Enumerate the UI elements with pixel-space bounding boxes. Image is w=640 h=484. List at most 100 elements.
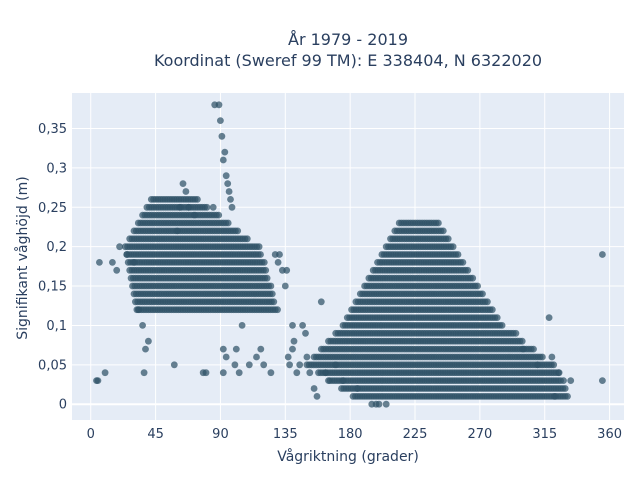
data-point [459, 259, 467, 266]
data-point [375, 400, 383, 408]
data-point [94, 377, 102, 384]
x-tick-label: 135 [273, 427, 298, 442]
data-point [217, 117, 224, 124]
data-point [234, 227, 242, 235]
data-point [539, 353, 546, 361]
data-point [228, 203, 236, 211]
data-point [518, 337, 526, 345]
data-point [130, 259, 138, 266]
data-point [179, 180, 187, 188]
y-tick-label: 0 [59, 398, 67, 413]
data-point [561, 385, 569, 392]
x-tick-label: 180 [338, 427, 363, 442]
data-point [484, 298, 491, 306]
data-point [479, 290, 486, 298]
data-point [498, 322, 506, 329]
data-point [306, 369, 314, 377]
data-point [222, 172, 230, 180]
data-point [222, 353, 230, 361]
data-point [444, 235, 452, 243]
data-point [550, 361, 558, 369]
data-point [599, 377, 606, 384]
data-point [257, 345, 265, 353]
data-point [551, 393, 559, 400]
data-point [245, 361, 253, 369]
data-point [454, 251, 462, 258]
data-point [317, 298, 325, 306]
data-point [173, 227, 181, 235]
data-point [530, 345, 537, 353]
y-tick-label: 0,3 [46, 161, 67, 176]
x-tick-label: 360 [597, 427, 622, 442]
data-point [488, 306, 496, 314]
data-point [221, 148, 229, 156]
data-point [439, 227, 447, 235]
data-point [194, 196, 201, 203]
x-tick-label: 45 [147, 427, 164, 442]
data-point [296, 361, 304, 369]
data-point [493, 314, 501, 321]
x-tick-label: 315 [532, 427, 557, 442]
data-point [512, 329, 520, 337]
data-point [449, 243, 457, 251]
data-point [555, 369, 563, 377]
data-point [332, 361, 340, 369]
data-point [231, 361, 239, 369]
data-point [274, 306, 281, 314]
data-point [218, 132, 226, 140]
data-point [123, 251, 131, 258]
data-point [219, 345, 227, 353]
data-point [225, 188, 233, 195]
data-point [382, 400, 390, 408]
data-point [474, 282, 481, 290]
data-point [224, 219, 232, 227]
data-point [464, 266, 472, 274]
data-point [268, 290, 276, 298]
data-point [113, 266, 121, 274]
data-points [93, 101, 606, 408]
data-point [238, 322, 246, 329]
data-point [145, 337, 152, 345]
data-point [354, 385, 361, 392]
data-point [274, 259, 282, 266]
data-point [290, 337, 298, 345]
data-point [224, 180, 232, 188]
data-point [564, 393, 571, 400]
x-tick-label: 225 [403, 427, 428, 442]
data-point [289, 322, 296, 329]
data-point [267, 369, 275, 377]
data-point [235, 369, 243, 377]
data-point [191, 211, 198, 219]
y-tick-label: 0,2 [46, 240, 67, 255]
data-point [302, 329, 309, 337]
data-point [339, 377, 347, 384]
x-tick-labels: 0 45 90 135 180 225 270 315 360 [87, 427, 622, 442]
chart-title-line2: Koordinat (Sweref 99 TM): E 338404, N 63… [154, 51, 542, 70]
data-point [534, 361, 541, 369]
y-tick-label: 0,25 [38, 201, 67, 216]
data-point [567, 377, 575, 384]
y-tick-label: 0,1 [46, 319, 67, 334]
data-point [140, 369, 148, 377]
data-point [263, 274, 271, 282]
data-point [599, 251, 606, 258]
data-point [215, 211, 223, 219]
data-point [519, 345, 527, 353]
data-point [260, 259, 268, 266]
data-point [260, 361, 268, 369]
data-point [253, 353, 260, 361]
data-point [255, 243, 263, 251]
data-point [435, 219, 442, 227]
data-point [545, 314, 553, 321]
data-point [134, 306, 142, 314]
data-point [202, 369, 210, 377]
data-point [139, 322, 147, 329]
y-tick-label: 0,05 [38, 358, 67, 373]
data-point [96, 259, 103, 266]
data-point [267, 282, 275, 290]
data-point [322, 369, 330, 377]
data-point [281, 282, 289, 290]
data-point [209, 203, 217, 211]
